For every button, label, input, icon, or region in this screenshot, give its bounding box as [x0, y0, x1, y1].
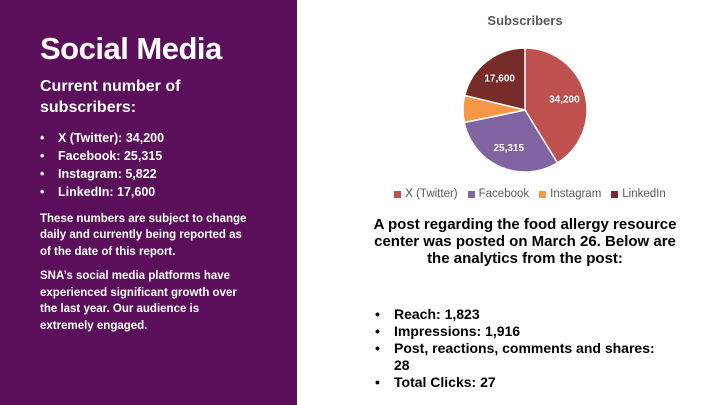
subscriber-item-linkedin: LinkedIn: 17,600: [40, 183, 277, 201]
legend-label-instagram: Instagram: [550, 188, 602, 200]
data-label-facebook: 25,315: [493, 143, 524, 154]
legend-item-facebook: Facebook: [467, 188, 530, 200]
analytics-impressions: Impressions: 1,916: [373, 323, 663, 340]
disclaimer-note: These numbers are subject to change dail…: [40, 212, 247, 258]
legend-swatch-twitter: [394, 190, 402, 198]
legend-swatch-facebook: [467, 190, 475, 198]
left-panel: Social Media Current number of subscribe…: [0, 0, 297, 405]
subscriber-item-instagram: Instagram: 5,822: [40, 165, 277, 183]
analytics-reach: Reach: 1,823: [373, 306, 663, 323]
post-heading: A post regarding the food allergy resour…: [373, 216, 677, 267]
subscriber-item-twitter: X (Twitter): 34,200: [40, 129, 277, 147]
legend-item-twitter: X (Twitter): [394, 188, 458, 200]
legend-label-facebook: Facebook: [478, 188, 530, 200]
legend-item-instagram: Instagram: [539, 188, 601, 200]
growth-note: SNA’s social media platforms have experi…: [40, 270, 237, 332]
analytics-total-clicks: Total Clicks: 27: [373, 374, 663, 391]
legend-label-twitter: X (Twitter): [405, 188, 458, 200]
chart-title: Subscribers: [487, 13, 563, 28]
legend-label-linkedin: LinkedIn: [622, 188, 666, 200]
pie-slice-facebook: [463, 109, 559, 173]
subscriber-list: X (Twitter): 34,200 Facebook: 25,315 Ins…: [40, 129, 277, 201]
data-label-twitter: 34,200: [549, 94, 580, 105]
legend-swatch-instagram: [539, 190, 547, 198]
legend-item-linkedin: LinkedIn: [611, 188, 666, 200]
data-label-linkedin: 17,600: [484, 73, 515, 84]
legend-swatch-linkedin: [611, 190, 619, 198]
page-title: Social Media: [40, 31, 222, 66]
analytics-engagement: Post, reactions, comments and shares: 28: [373, 340, 663, 374]
chart-legend: X (Twitter) Facebook Instagram LinkedIn: [380, 188, 680, 200]
pie-slice-linkedin: [463, 47, 526, 111]
subscribers-heading: Current number of subscribers:: [40, 78, 181, 116]
subscriber-item-facebook: Facebook: 25,315: [40, 147, 277, 165]
post-analytics-list: Reach: 1,823 Impressions: 1,916 Post, re…: [373, 306, 663, 391]
pie-chart: 34,200 25,315 17,600: [462, 47, 588, 173]
